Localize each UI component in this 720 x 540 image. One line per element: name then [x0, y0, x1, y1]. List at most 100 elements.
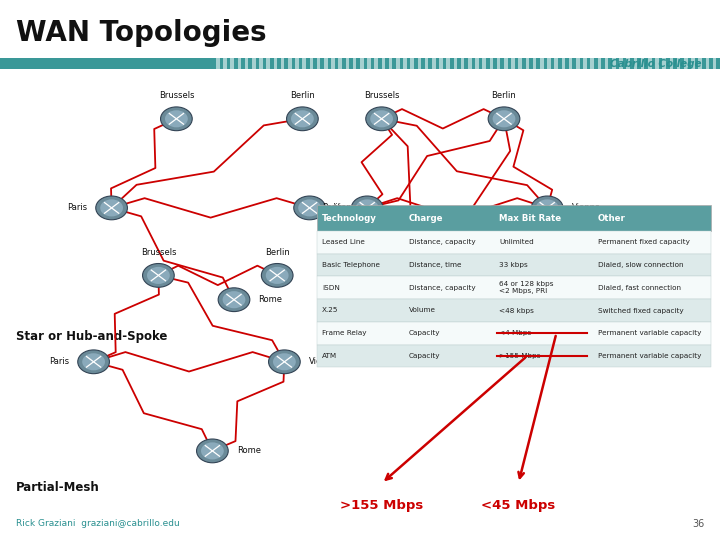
Bar: [482, 58, 486, 69]
Circle shape: [143, 264, 174, 287]
Bar: [648, 58, 652, 69]
Circle shape: [161, 107, 192, 131]
Text: Permanent variable capacity: Permanent variable capacity: [598, 330, 701, 336]
Circle shape: [261, 264, 293, 287]
Bar: [274, 58, 277, 69]
Bar: [677, 58, 680, 69]
Circle shape: [273, 353, 296, 370]
Bar: [475, 58, 479, 69]
Bar: [317, 58, 320, 69]
Text: Permanent fixed capacity: Permanent fixed capacity: [598, 239, 690, 246]
Bar: [684, 58, 688, 69]
Circle shape: [536, 199, 559, 217]
Bar: [547, 58, 551, 69]
Bar: [576, 58, 580, 69]
Circle shape: [269, 350, 300, 374]
Bar: [598, 58, 601, 69]
Text: Paris: Paris: [67, 204, 87, 212]
Bar: [403, 58, 407, 69]
Bar: [382, 58, 385, 69]
Bar: [518, 58, 522, 69]
Bar: [317, 345, 711, 367]
Text: Max Bit Rate: Max Bit Rate: [499, 214, 561, 222]
Text: >155 Mbps: >155 Mbps: [499, 353, 541, 359]
Bar: [360, 58, 364, 69]
Bar: [410, 58, 414, 69]
Bar: [511, 58, 515, 69]
Text: Cabrillo College: Cabrillo College: [611, 59, 702, 69]
Bar: [446, 58, 450, 69]
Bar: [713, 58, 716, 69]
Text: Frame Relay: Frame Relay: [322, 330, 366, 336]
Text: Dialed, fast connection: Dialed, fast connection: [598, 285, 680, 291]
Bar: [562, 58, 565, 69]
Circle shape: [197, 439, 228, 463]
Text: Distance, capacity: Distance, capacity: [409, 285, 475, 291]
Bar: [533, 58, 536, 69]
Circle shape: [356, 199, 379, 217]
Circle shape: [96, 196, 127, 220]
Text: Capacity: Capacity: [409, 330, 440, 336]
Text: 33 kbps: 33 kbps: [499, 262, 528, 268]
Bar: [317, 276, 711, 299]
Bar: [526, 58, 529, 69]
Bar: [432, 58, 436, 69]
Text: Paris: Paris: [323, 204, 343, 212]
Bar: [605, 58, 608, 69]
Bar: [691, 58, 695, 69]
Text: Brussels: Brussels: [158, 91, 194, 100]
Bar: [396, 58, 400, 69]
Bar: [266, 58, 270, 69]
Bar: [317, 231, 711, 254]
Bar: [259, 58, 263, 69]
Circle shape: [222, 291, 246, 308]
Bar: [338, 58, 342, 69]
Text: X.25: X.25: [322, 307, 338, 314]
Bar: [331, 58, 335, 69]
Circle shape: [218, 288, 250, 312]
Bar: [223, 58, 227, 69]
Circle shape: [370, 110, 393, 127]
Bar: [626, 58, 630, 69]
Text: Paris: Paris: [49, 357, 69, 366]
Circle shape: [351, 196, 383, 220]
Bar: [641, 58, 644, 69]
Text: Distance, time: Distance, time: [409, 262, 461, 268]
Bar: [353, 58, 356, 69]
Text: Leased Line: Leased Line: [322, 239, 365, 246]
Bar: [317, 299, 711, 322]
Circle shape: [201, 442, 224, 460]
Bar: [698, 58, 702, 69]
Circle shape: [147, 267, 170, 284]
Text: Vienna: Vienna: [309, 357, 338, 366]
Bar: [346, 58, 349, 69]
Text: Basic Telephone: Basic Telephone: [322, 262, 380, 268]
Bar: [590, 58, 594, 69]
Text: Technology: Technology: [322, 214, 377, 222]
Bar: [252, 58, 256, 69]
Bar: [317, 205, 711, 231]
Circle shape: [453, 294, 476, 311]
Text: Rick Graziani  graziani@cabrillo.edu: Rick Graziani graziani@cabrillo.edu: [16, 519, 179, 528]
Circle shape: [449, 291, 480, 314]
Bar: [216, 58, 720, 69]
Text: Star or Hub-and-Spoke: Star or Hub-and-Spoke: [16, 330, 167, 343]
Circle shape: [165, 110, 188, 127]
Bar: [317, 322, 711, 345]
Bar: [540, 58, 544, 69]
Text: ISDN: ISDN: [322, 285, 340, 291]
Bar: [662, 58, 666, 69]
Bar: [504, 58, 508, 69]
Bar: [0, 58, 216, 69]
Text: Rome: Rome: [237, 447, 261, 455]
Bar: [281, 58, 284, 69]
Bar: [374, 58, 378, 69]
Text: Berlin: Berlin: [265, 248, 289, 257]
Bar: [230, 58, 234, 69]
Bar: [389, 58, 392, 69]
Bar: [706, 58, 709, 69]
Bar: [619, 58, 623, 69]
Text: Charge: Charge: [409, 214, 443, 222]
Text: Full-Mesh: Full-Mesh: [337, 330, 400, 343]
Text: Capacity: Capacity: [409, 353, 440, 359]
